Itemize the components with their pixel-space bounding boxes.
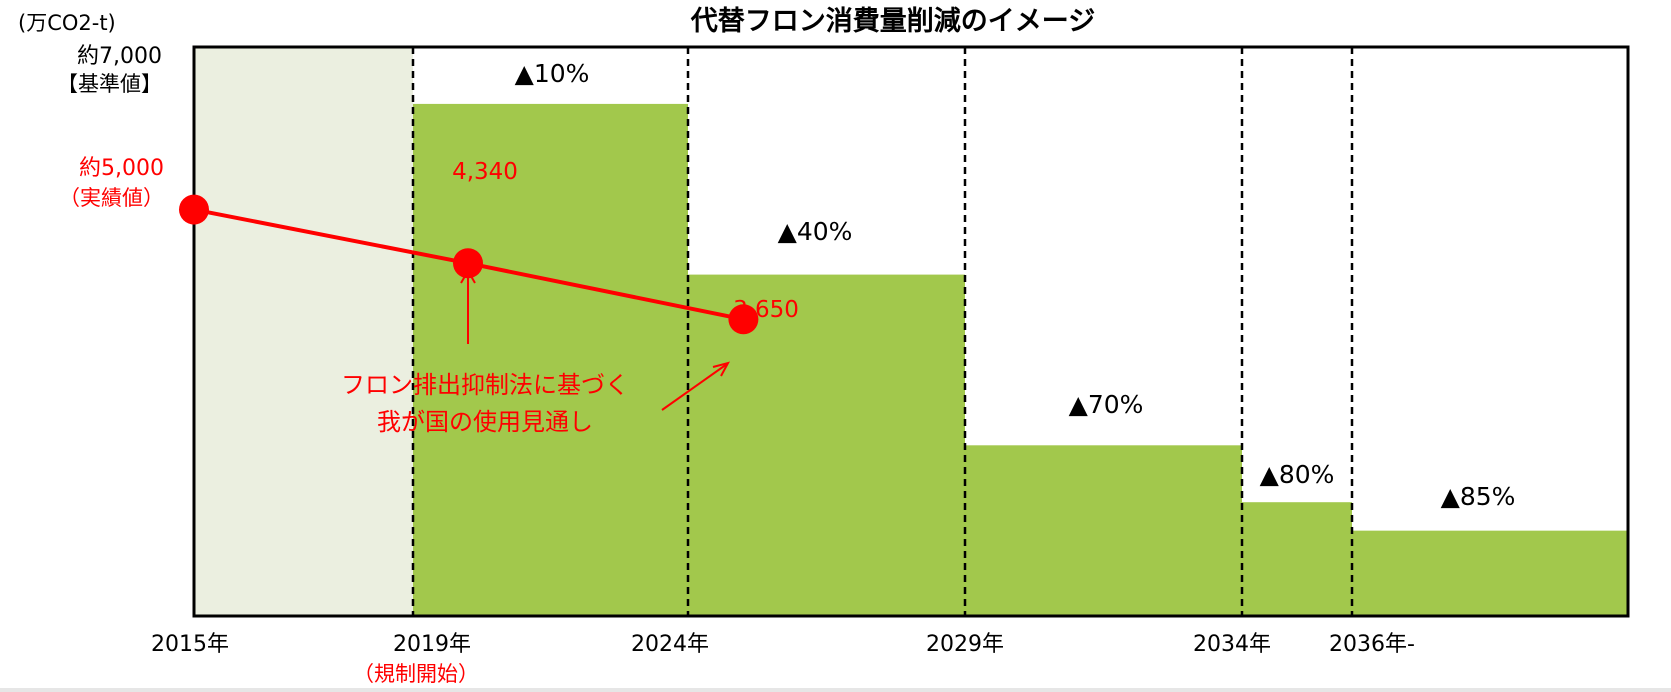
forecast-point-2025	[728, 304, 759, 335]
x-tick-labels: 2015年 2019年 2024年 2029年 2034年 2036年- （規制開始）	[151, 632, 1415, 686]
period-dividers	[411, 47, 1354, 616]
forecast-value-label-2020: 4,340	[452, 159, 518, 185]
bar-2024-2029	[688, 274, 965, 616]
reduction-label-2036: ▲85%	[1441, 482, 1516, 511]
y-unit-label: (万CO2-t)	[18, 11, 116, 35]
annotation-line-2: 我が国の使用見通し	[377, 408, 593, 436]
bar-2036-2041	[1352, 530, 1628, 616]
x-tick-3: 2029年	[926, 632, 1004, 657]
x-tick-5: 2036年-	[1329, 632, 1415, 657]
bar-2015-2019	[194, 47, 413, 616]
bar-2019-2024	[413, 103, 688, 616]
reduction-label-2034: ▲80%	[1260, 460, 1335, 489]
y-label-actual-note: （実績値）	[59, 186, 164, 210]
y-label-actual-value: 約5,000	[79, 156, 164, 181]
forecast-series: 4,340 3,650	[179, 159, 799, 335]
x-tick-note: （規制開始）	[353, 662, 479, 686]
bar-2029-2034	[965, 445, 1242, 616]
annotation-line-1: フロン排出抑制法に基づく	[341, 371, 629, 399]
annotation-arrow-diagonal	[661, 361, 730, 411]
reduction-label-2024: ▲40%	[778, 217, 853, 246]
reduction-label-2019: ▲10%	[515, 59, 590, 88]
forecast-point-2015	[179, 194, 209, 225]
annotation-arrow-up	[460, 269, 476, 344]
x-tick-4: 2034年	[1193, 632, 1271, 657]
x-tick-1: 2019年	[393, 632, 471, 657]
period-bands	[194, 47, 1628, 616]
y-label-baseline-value: 約7,000	[77, 44, 162, 69]
reduction-label-2029: ▲70%	[1069, 390, 1144, 419]
chart-title: 代替フロン消費量削減のイメージ	[690, 6, 1095, 37]
reduction-labels: ▲10% ▲40% ▲70% ▲80% ▲85%	[515, 59, 1516, 511]
window-bottom-edge	[0, 688, 1671, 692]
bar-2034-2036	[1242, 502, 1352, 616]
y-label-baseline-note: 【基準値】	[57, 72, 162, 96]
x-tick-0: 2015年	[151, 632, 229, 657]
forecast-value-label-2025: 3,650	[733, 297, 799, 323]
forecast-point-2020	[453, 248, 483, 279]
plot-frame	[192, 45, 1630, 618]
x-tick-2: 2024年	[631, 632, 709, 657]
